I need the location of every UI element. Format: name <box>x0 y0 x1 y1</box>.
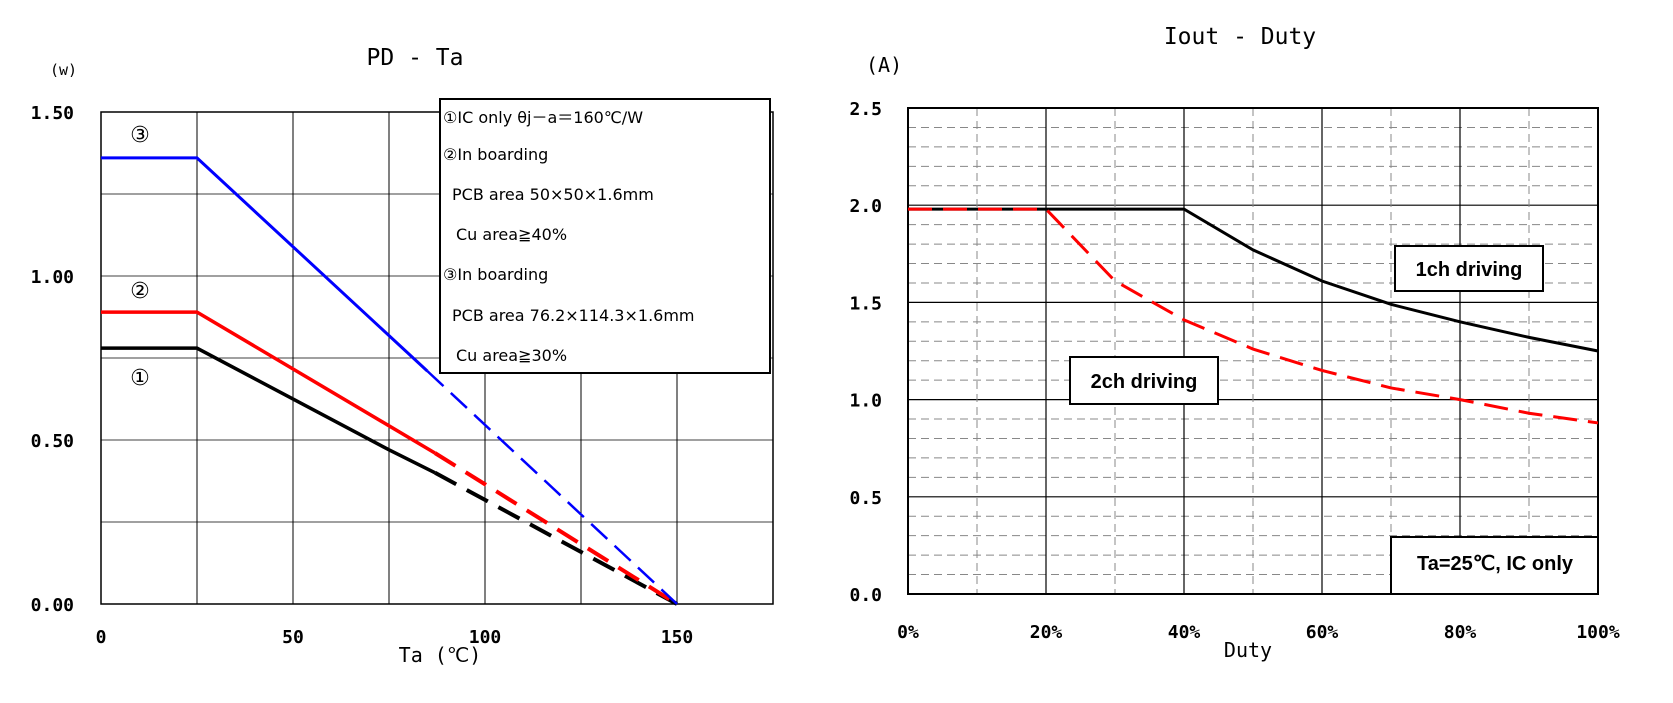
series-label-1ch-box <box>1394 245 1544 292</box>
legend-line-5: ③In boarding <box>443 265 548 284</box>
pd-ta-series <box>101 156 679 606</box>
iout-duty-y-tick-2: 1.0 <box>849 391 882 412</box>
iout-duty-x-ticks: 0% 20% 40% 60% 80% 100% <box>897 622 1620 643</box>
iout-duty-y-unit: (A) <box>866 53 902 77</box>
condition-annotation: Ta=25℃, IC only <box>1390 536 1599 595</box>
iout-duty-x-tick-4: 80% <box>1444 622 1477 643</box>
iout-duty-chart: Iout - Duty (A) 0.0 0.5 1.0 1.5 2.0 2.5 0% 20%… <box>849 24 1619 662</box>
pd-ta-y-tick-1: 0.50 <box>31 431 74 452</box>
pd-ta-x-ticks: 0 50 100 150 <box>96 627 694 648</box>
legend-line-2: ②In boarding <box>443 145 548 164</box>
curve-1-ic-only-derated-dashed <box>434 471 678 606</box>
iout-duty-y-tick-1: 0.5 <box>849 488 882 509</box>
curve-2-pcb-50x50-solid <box>101 310 436 455</box>
pd-ta-y-tick-2: 1.00 <box>31 267 74 288</box>
series-2ch-driving-line <box>908 207 1599 425</box>
iout-duty-x-tick-3: 60% <box>1306 622 1339 643</box>
condition-annotation-box <box>1390 536 1599 595</box>
iout-duty-y-tick-0: 0.0 <box>849 585 882 606</box>
pd-ta-y-tick-3: 1.50 <box>31 103 74 124</box>
legend-line-3: PCB area 50×50×1.6mm <box>452 185 654 204</box>
iout-duty-grid <box>907 107 1599 595</box>
iout-duty-y-tick-4: 2.0 <box>849 196 882 217</box>
iout-duty-y-tick-3: 1.5 <box>849 293 882 314</box>
pd-ta-x-label: Ta (℃) <box>399 643 482 667</box>
curve-3-pcb-76x114-derated-dashed <box>426 370 678 605</box>
pd-ta-chart: PD - Ta (w) 0.00 0.50 1.00 1.50 0 50 100 150 T… <box>31 45 774 667</box>
legend-line-4: Cu area≧40% <box>456 225 567 244</box>
iout-duty-x-tick-1: 20% <box>1030 622 1063 643</box>
pd-ta-y-tick-0: 0.00 <box>31 595 74 616</box>
curve-label-3: ③ <box>130 123 150 148</box>
pd-ta-plot-frame <box>100 111 774 605</box>
legend-line-7: Cu area≧30% <box>456 346 567 365</box>
condition-annotation-text: Ta=25℃, IC only <box>1417 553 1574 575</box>
iout-duty-y-ticks: 0.0 0.5 1.0 1.5 2.0 2.5 <box>849 99 882 606</box>
curve-label-2: ② <box>130 279 150 304</box>
legend-box <box>439 98 771 374</box>
iout-duty-x-tick-5: 100% <box>1576 622 1620 643</box>
iout-duty-series <box>908 207 1599 425</box>
iout-duty-x-tick-0: 0% <box>897 622 919 643</box>
curve-2-pcb-50x50-derated-dashed <box>434 451 679 606</box>
iout-duty-title: Iout - Duty <box>1164 24 1316 50</box>
pd-ta-legend: ①IC only θj－a＝160℃/W ②In boarding PCB ar… <box>439 98 771 374</box>
iout-duty-x-label: Duty <box>1224 638 1272 662</box>
series-label-2ch-text: 2ch driving <box>1091 371 1198 393</box>
pd-ta-x-tick-2: 100 <box>469 627 502 648</box>
series-label-1ch: 1ch driving <box>1394 245 1544 292</box>
legend-line-6: PCB area 76.2×114.3×1.6mm <box>452 306 695 325</box>
pd-ta-x-tick-1: 50 <box>282 627 304 648</box>
pd-ta-x-tick-3: 150 <box>661 627 694 648</box>
series-label-2ch-box <box>1069 356 1219 405</box>
series-1ch-driving-line <box>908 207 1599 353</box>
pd-ta-y-ticks: 0.00 0.50 1.00 1.50 <box>31 103 74 616</box>
series-label-1ch-text: 1ch driving <box>1416 259 1523 281</box>
iout-duty-x-tick-2: 40% <box>1168 622 1201 643</box>
pd-ta-x-tick-0: 0 <box>96 627 107 648</box>
series-label-2ch: 2ch driving <box>1069 356 1219 405</box>
curve-label-1: ① <box>130 366 150 391</box>
legend-line-1: ①IC only θj－a＝160℃/W <box>443 108 643 127</box>
pd-ta-y-unit: (w) <box>50 61 77 79</box>
curve-3-pcb-76x114-solid <box>101 156 429 373</box>
iout-duty-y-tick-5: 2.5 <box>849 99 882 120</box>
curve-1-ic-only-solid <box>101 346 436 475</box>
pd-ta-title: PD - Ta <box>367 45 464 71</box>
